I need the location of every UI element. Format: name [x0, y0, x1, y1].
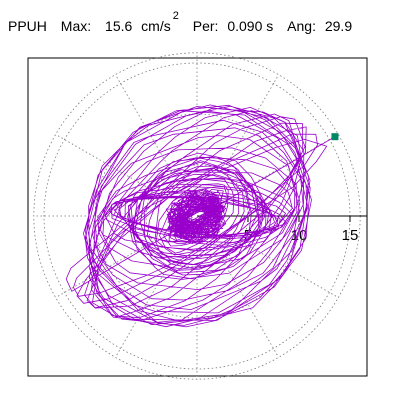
tick-label: 5 — [244, 227, 252, 244]
grid-spoke — [240, 241, 339, 298]
plot-frame — [27, 57, 368, 377]
motion-trace — [65, 104, 336, 328]
per-label: Per: — [192, 18, 219, 34]
ang-value: 29.9 — [324, 18, 353, 34]
station-code: PPUH — [8, 18, 47, 34]
max-unit-exponent: 2 — [172, 10, 179, 22]
grid-spoke — [55, 134, 154, 191]
chart-header: PPUH Max: 15.6 cm/s2 Per: 0.090 s Ang: 2… — [8, 11, 353, 35]
max-unit: cm/s — [141, 18, 171, 34]
trace-path — [65, 104, 336, 328]
grid-spoke — [115, 259, 172, 358]
ang-label: Ang: — [287, 18, 316, 34]
axes: 5 10 15 — [197, 215, 367, 244]
peak-marker — [331, 133, 339, 141]
peak-marker-group — [331, 133, 339, 141]
max-label: Max: — [60, 18, 92, 34]
tick-label: 15 — [342, 227, 359, 244]
grid-spoke — [55, 241, 154, 298]
per-value: 0.090 s — [227, 18, 274, 34]
max-value: 15.6 — [105, 18, 133, 34]
grid-spoke — [115, 74, 172, 173]
